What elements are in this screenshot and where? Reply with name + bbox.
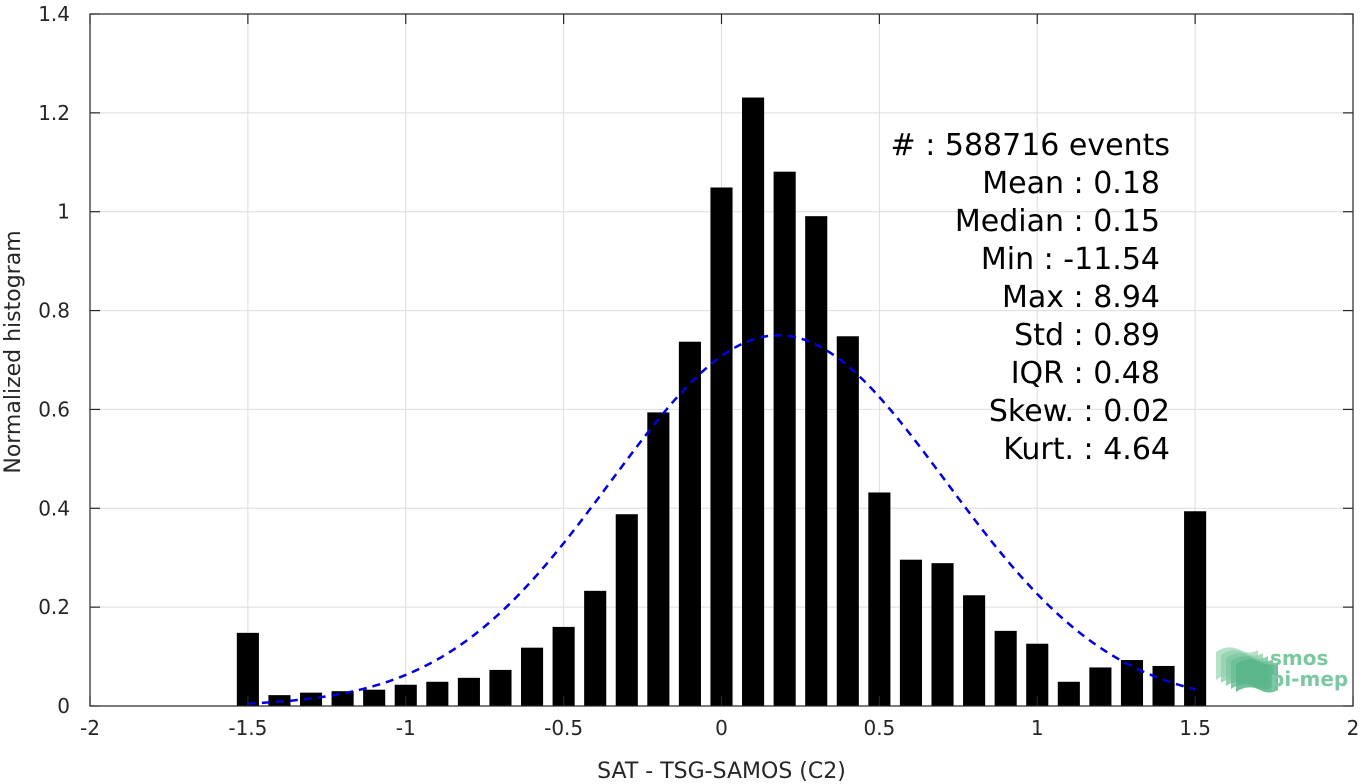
x-tick-label: -2 — [80, 716, 100, 740]
histogram-bar — [1120, 660, 1144, 706]
y-tick-label: 1.2 — [38, 101, 70, 125]
x-tick-labels: -2 -1.5 -1 -0.5 0 0.5 1 1.5 2 — [80, 716, 1359, 740]
histogram-bar — [1152, 665, 1175, 706]
histogram-bar — [899, 559, 923, 706]
y-tick-label: 1.4 — [38, 2, 70, 26]
x-tick-label: 1 — [1031, 716, 1044, 740]
y-tick-label: 1 — [57, 200, 70, 224]
gaussian-fit-curve — [247, 334, 1196, 705]
stat-line: # : 588716 events — [891, 128, 1170, 163]
x-tick-label: 0 — [715, 716, 728, 740]
histogram-bar — [363, 689, 386, 706]
stat-line: Mean : 0.18 — [982, 166, 1160, 201]
x-tick-label: 1.5 — [1179, 716, 1211, 740]
y-tick-label: 0.6 — [38, 397, 70, 421]
stat-line: IQR : 0.48 — [1011, 356, 1160, 391]
histogram-bar — [236, 632, 259, 706]
histogram-bar — [615, 514, 638, 706]
histogram-bar — [331, 691, 354, 706]
histogram-bar — [868, 492, 891, 706]
x-tick-label: -1.5 — [228, 716, 267, 740]
histogram-bar — [710, 187, 733, 707]
x-tick-label: 2 — [1347, 716, 1360, 740]
x-axis-label: SAT - TSG-SAMOS (C2) — [597, 759, 846, 784]
histogram-bar — [963, 595, 986, 706]
histogram-bar — [678, 341, 701, 706]
histogram-bar — [584, 590, 607, 706]
logo-text-smos: smos — [1270, 646, 1328, 670]
stat-line: Std : 0.89 — [1014, 318, 1160, 353]
histogram-bar — [1057, 681, 1080, 706]
histogram-bar — [1184, 511, 1207, 706]
stat-line: Min : -11.54 — [981, 242, 1160, 277]
histogram-bar — [1089, 667, 1112, 706]
histogram-bar — [520, 647, 544, 706]
histogram-bar — [805, 216, 828, 707]
x-tick-label: 0.5 — [863, 716, 895, 740]
y-tick-label: 0.4 — [38, 496, 70, 520]
histogram-bar — [994, 630, 1017, 706]
histogram-bar — [489, 669, 512, 706]
y-axis-label: Normalized histogram — [1, 230, 26, 473]
stat-line: Skew. : 0.02 — [989, 394, 1170, 429]
axis-ticks — [89, 13, 1354, 707]
histogram-bar — [647, 412, 670, 706]
y-tick-label: 0.2 — [38, 595, 70, 619]
histogram-bar — [552, 626, 575, 706]
logo-wave-layer — [1236, 659, 1278, 693]
x-tick-label: -1 — [396, 716, 416, 740]
stat-line: Median : 0.15 — [955, 204, 1160, 239]
y-tick-label: 0 — [57, 694, 70, 718]
y-tick-labels: 0 0.2 0.4 0.6 0.8 1 1.2 1.4 — [38, 2, 70, 718]
smos-pi-mep-logo: smos pi-mep — [1216, 646, 1348, 693]
logo-text-pi-mep: pi-mep — [1270, 667, 1348, 691]
histogram-bar — [836, 336, 859, 706]
histogram-bars — [236, 97, 1207, 707]
stat-line: Max : 8.94 — [1002, 280, 1160, 315]
histogram-bar — [394, 684, 417, 706]
histogram-bar — [1026, 643, 1049, 706]
logo-wave-icon — [1216, 647, 1278, 693]
x-tick-label: -0.5 — [544, 716, 583, 740]
histogram-bar — [931, 563, 954, 706]
y-tick-label: 0.8 — [38, 299, 70, 323]
histogram-bar — [457, 677, 480, 706]
histogram-bar — [742, 97, 765, 706]
stat-line: Kurt. : 4.64 — [1003, 432, 1170, 467]
histogram-bar — [773, 171, 796, 707]
histogram-bar — [426, 681, 449, 706]
